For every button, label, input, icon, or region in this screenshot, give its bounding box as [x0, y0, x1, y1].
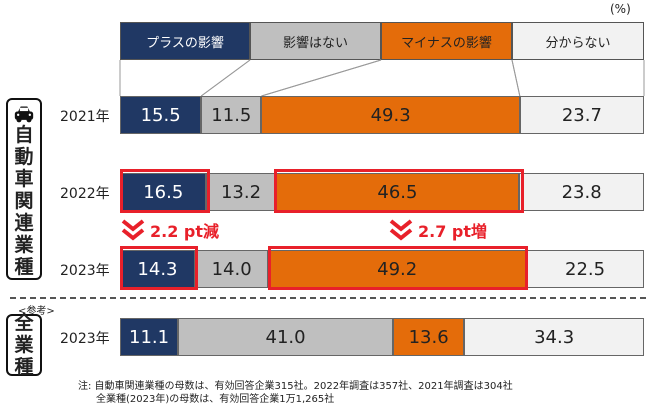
highlight-minus-2023	[268, 246, 528, 290]
legend-none: 影響はない	[250, 22, 381, 60]
bar-segment-none: 13.2	[206, 173, 276, 211]
group-label-char: 全	[14, 312, 34, 334]
car-icon	[14, 106, 34, 123]
group-label-char: 車	[14, 168, 34, 190]
bar-segment-plus: 15.5	[120, 96, 202, 134]
highlight-plus-2022	[120, 169, 210, 213]
bar-segment-none: 41.0	[178, 318, 393, 356]
legend-minus: マイナスの影響	[381, 22, 512, 60]
group-label-char: 業	[14, 234, 34, 256]
year-label: 2021年	[60, 109, 110, 125]
annotation-plus-text: 2.2 pt減	[150, 222, 220, 241]
reference-label: <参考>	[16, 302, 57, 317]
double-chevron-down-icon	[389, 219, 413, 241]
group-label-char: 関	[14, 190, 34, 212]
bar-segment-minus: 49.3	[261, 96, 520, 134]
group-label-all: 全業種	[6, 312, 42, 378]
highlight-minus-2022	[274, 169, 524, 213]
legend-unknown: 分からない	[512, 22, 644, 60]
connector-line	[200, 59, 251, 97]
year-label: 2023年	[60, 263, 110, 279]
connector-line	[261, 59, 382, 97]
bar-segment-minus: 13.6	[393, 318, 465, 356]
group-label-char: 動	[14, 146, 34, 168]
group-label-char: 業	[14, 334, 34, 356]
bar-segment-plus: 11.1	[120, 318, 179, 356]
group-label-auto: 自動車関連業種	[6, 98, 42, 280]
bar-segment-unknown: 34.3	[464, 318, 644, 356]
annotation-plus-change: 2.2 pt減	[120, 218, 219, 242]
bar-segment-minus: 49.2	[268, 250, 527, 288]
unit-label: (%)	[610, 2, 631, 16]
double-chevron-down-icon	[121, 219, 145, 241]
group-label-char: 種	[14, 256, 34, 278]
bar-segment-unknown: 23.7	[519, 96, 644, 134]
footnote-1: 注: 自動車関連業種の母数は、有効回答企業315社。2022年調査は357社、2…	[78, 381, 513, 392]
bar-segment-minus: 46.5	[275, 173, 520, 211]
connector-line	[511, 59, 521, 97]
year-label: 2023年	[60, 331, 110, 347]
footnote-2: 全業種(2023年)の母数は、有効回答企業1万1,265社	[96, 394, 335, 405]
group-label-char: 自	[14, 124, 34, 146]
highlight-plus-2023	[120, 246, 198, 290]
bar-segment-unknown: 23.8	[519, 173, 644, 211]
bar-segment-plus: 16.5	[120, 173, 207, 211]
bar-segment-unknown: 22.5	[526, 250, 644, 288]
bar-segment-none: 14.0	[194, 250, 269, 288]
group-label-char: 種	[14, 356, 34, 378]
year-label: 2022年	[60, 186, 110, 202]
annotation-minus-change: 2.7 pt増	[388, 218, 487, 242]
legend-plus: プラスの影響	[120, 22, 250, 60]
annotation-minus-text: 2.7 pt増	[418, 222, 488, 241]
group-label-char: 連	[14, 212, 34, 234]
bar-segment-none: 11.5	[201, 96, 262, 134]
